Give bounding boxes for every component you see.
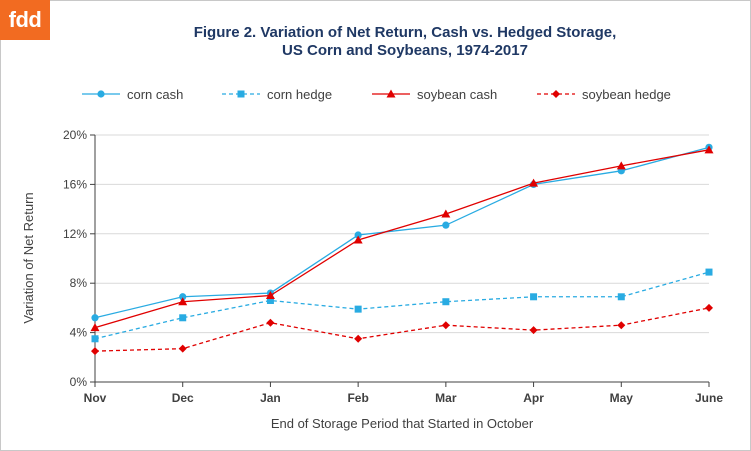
series-line <box>94 271 710 340</box>
data-point <box>616 161 626 170</box>
legend-marker <box>386 89 396 98</box>
data-point <box>91 347 99 356</box>
legend-marker <box>97 90 105 98</box>
data-point <box>617 293 625 301</box>
data-point <box>705 303 713 312</box>
series-line <box>94 146 710 319</box>
data-point <box>704 145 714 154</box>
legend-item: corn hedge <box>222 87 332 102</box>
data-point <box>705 268 713 276</box>
data-point <box>178 297 188 306</box>
data-point <box>441 209 451 218</box>
legend-label: soybean cash <box>417 87 497 102</box>
data-point <box>179 314 187 322</box>
data-point <box>617 321 626 330</box>
legend-marker <box>552 90 560 98</box>
series-corn-hedge <box>91 268 713 343</box>
data-point <box>266 296 274 304</box>
chart-subtitle: US Corn and Soybeans, 1974-2017 <box>282 42 528 59</box>
legend-label: soybean hedge <box>582 87 671 102</box>
fdd-logo: fdd <box>0 0 50 40</box>
series-line <box>94 149 710 329</box>
legend-label: corn cash <box>127 87 183 102</box>
y-tick-label: 0% <box>70 375 88 389</box>
legend: corn cash corn hedge soybean cash soybean h… <box>82 87 671 102</box>
legend-item: soybean cash <box>372 87 497 102</box>
gridlines <box>95 134 709 334</box>
series-soybean-cash <box>90 145 714 332</box>
data-point <box>441 321 450 330</box>
data-point <box>442 298 450 306</box>
legend-item: corn cash <box>82 87 183 102</box>
y-tick-label: 16% <box>63 177 87 191</box>
legend-label: corn hedge <box>267 87 332 102</box>
x-tick-label: Apr <box>523 391 544 405</box>
legend-marker <box>237 90 245 98</box>
x-tick-label: Nov <box>84 391 107 405</box>
data-point <box>265 291 275 300</box>
data-point <box>266 318 275 327</box>
y-tick-label: 4% <box>70 326 88 340</box>
data-point <box>179 293 187 301</box>
x-tick-label: Feb <box>347 391 368 405</box>
chart-title: Figure 2. Variation of Net Return, Cash … <box>193 24 617 41</box>
data-point <box>354 334 363 343</box>
series-soybean-hedge <box>91 303 713 356</box>
y-tick-label: 20% <box>63 128 87 142</box>
y-tick-label: 8% <box>70 276 88 290</box>
data-point <box>91 335 99 343</box>
data-point <box>442 221 450 229</box>
data-point <box>530 293 538 301</box>
data-point <box>353 235 363 244</box>
x-tick-label: Jan <box>260 391 281 405</box>
x-tick-label: June <box>695 391 723 405</box>
x-tick-label: Mar <box>435 391 457 405</box>
y-axis-label: Variation of Net Return <box>21 192 36 323</box>
y-tick-label: 12% <box>63 227 87 241</box>
axes: 0% 4% 8% 12% 16% 20% Nov Dec Jan Feb Mar Apr May June <box>63 128 723 405</box>
x-tick-label: Dec <box>172 391 194 405</box>
data-point <box>354 231 362 239</box>
data-point <box>354 305 362 313</box>
data-point <box>529 326 538 335</box>
data-point <box>90 323 100 332</box>
x-axis-label: End of Storage Period that Started in Oc… <box>271 416 534 431</box>
data-point <box>529 178 539 187</box>
data-point <box>178 344 187 353</box>
legend-item: soybean hedge <box>537 87 671 102</box>
series-line <box>94 307 710 352</box>
series-group <box>90 143 714 356</box>
x-tick-label: May <box>610 391 634 405</box>
data-point <box>91 314 99 322</box>
